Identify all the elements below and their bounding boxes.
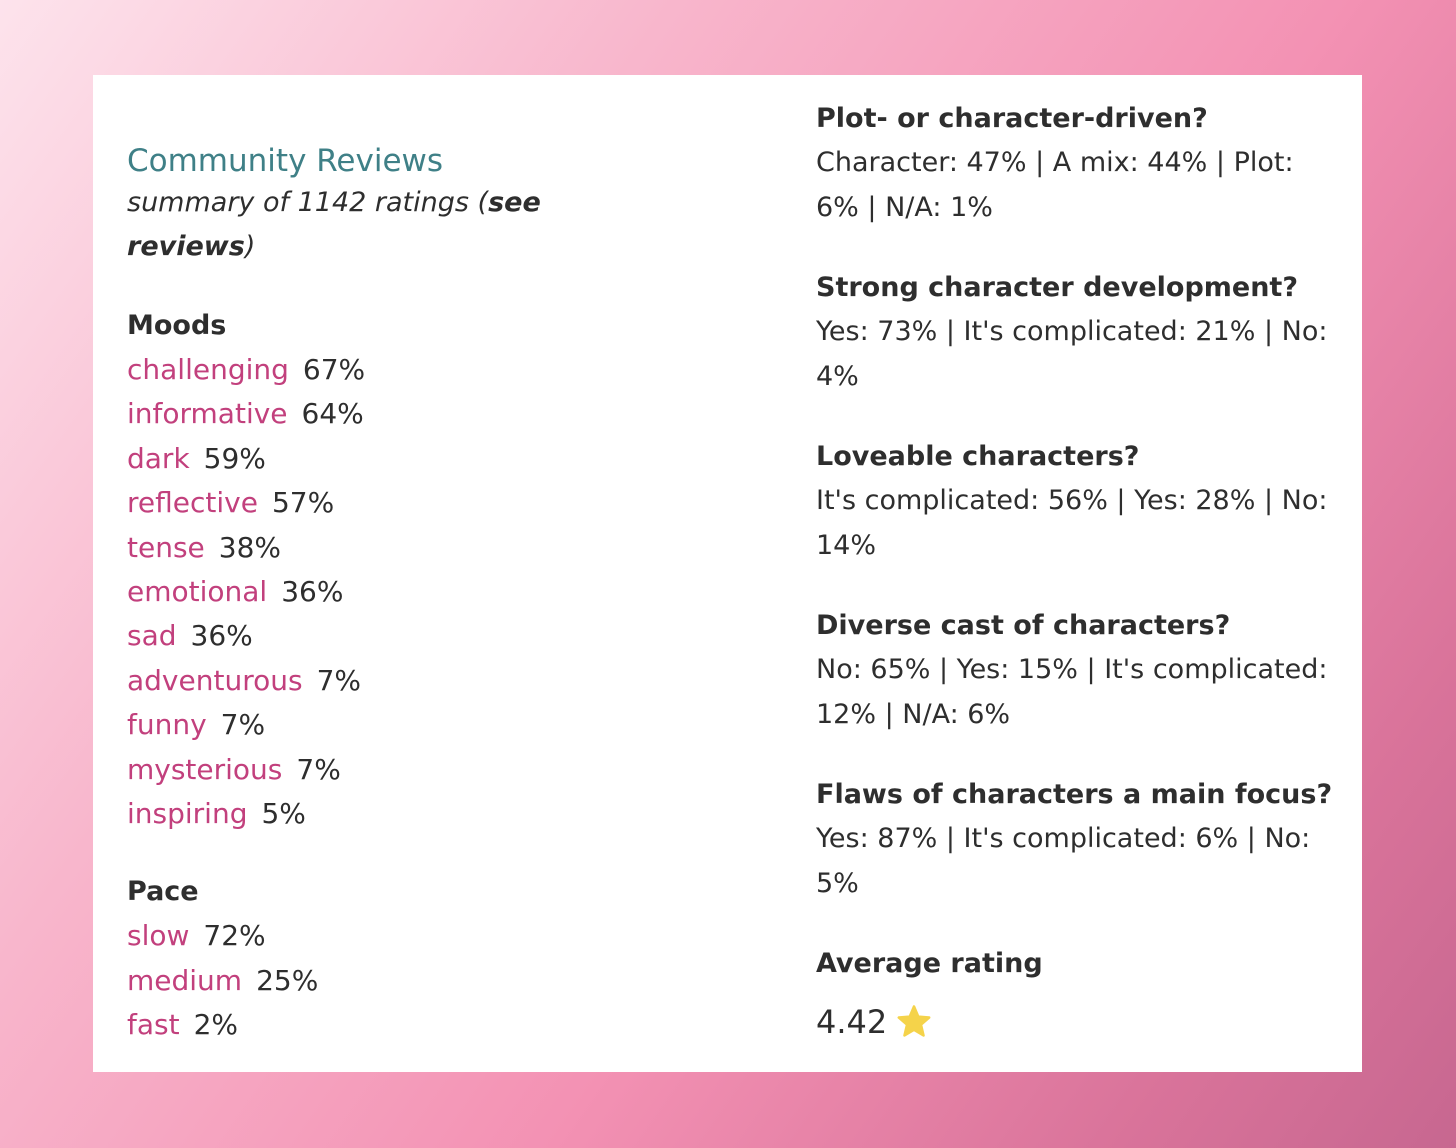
questions-list: Plot- or character-driven? Character: 47%…	[816, 97, 1336, 906]
moods-tag-percentage: 36%	[281, 575, 344, 609]
question-answer: Character: 47% | A mix: 44% | Plot: 6% |…	[816, 147, 1294, 223]
moods-tag-percentage: 57%	[271, 486, 335, 520]
questions-column: Plot- or character-driven? Character: 47%…	[816, 97, 1336, 1080]
moods-tag-percentage: 7%	[296, 752, 341, 786]
question-title: Plot- or character-driven?	[816, 103, 1208, 134]
moods-tag-link[interactable]: adventurous	[127, 663, 303, 697]
summary-prefix: summary of 1142 ratings (	[127, 187, 489, 218]
question-answer: It's complicated: 56% | Yes: 28% | No: 1…	[816, 485, 1328, 561]
moods-tag-percentage: 59%	[203, 441, 266, 475]
see-reviews-link[interactable]: see reviews	[127, 187, 541, 262]
pace-tag-percentage: 72%	[203, 919, 266, 953]
moods-item-sad: sad 36%	[127, 614, 587, 658]
moods-tag-percentage: 64%	[301, 397, 364, 431]
pace-item-fast: fast 2%	[127, 1003, 587, 1047]
question-block: Loveable characters? It's complicated: 56…	[816, 435, 1336, 568]
moods-item-reflective: reflective 57%	[127, 481, 587, 525]
summary-column: Community Reviews summary of 1142 rating…	[127, 141, 587, 1048]
moods-item-emotional: emotional 36%	[127, 570, 587, 614]
moods-tag-link[interactable]: tense	[127, 530, 205, 564]
moods-item-funny: funny 7%	[127, 703, 587, 747]
pace-tag-link[interactable]: slow	[127, 919, 190, 953]
moods-tag-percentage: 67%	[302, 353, 366, 386]
moods-tag-percentage: 36%	[190, 619, 253, 653]
pace-heading: Pace	[127, 876, 199, 908]
pace-tag-percentage: 25%	[256, 963, 319, 997]
pace-item-slow: slow 72%	[127, 914, 587, 958]
question-block: Diverse cast of characters? No: 65% | Yes…	[816, 604, 1336, 737]
question-answer: Yes: 87% | It's complicated: 6% | No: 5%	[816, 823, 1311, 899]
pace-item-medium: medium 25%	[127, 959, 587, 1003]
pace-tag-percentage: 2%	[193, 1008, 239, 1042]
question-answer: No: 65% | Yes: 15% | It's complicated: 1…	[816, 654, 1328, 730]
community-reviews-card: Community Reviews summary of 1142 rating…	[93, 75, 1362, 1072]
average-rating-block: Average rating 4.42	[816, 942, 1336, 1044]
moods-tag-percentage: 38%	[218, 530, 281, 564]
question-title: Flaws of characters a main focus?	[816, 779, 1333, 810]
moods-tag-link[interactable]: inspiring	[127, 797, 248, 831]
question-block: Plot- or character-driven? Character: 47%…	[816, 97, 1336, 230]
average-rating-heading: Average rating	[816, 948, 1043, 979]
moods-tag-link[interactable]: funny	[127, 708, 207, 742]
moods-item-tense: tense 38%	[127, 526, 587, 570]
pace-tag-link[interactable]: medium	[127, 963, 243, 997]
moods-tag-link[interactable]: emotional	[127, 575, 268, 609]
moods-item-adventurous: adventurous 7%	[127, 659, 587, 703]
moods-tag-link[interactable]: informative	[127, 397, 288, 431]
moods-tag-link[interactable]: dark	[127, 441, 190, 475]
community-reviews-title: Community Reviews	[127, 143, 444, 179]
average-rating-value-row: 4.42	[816, 1000, 1336, 1044]
pace-tag-link[interactable]: fast	[127, 1008, 180, 1042]
question-block: Flaws of characters a main focus? Yes: 87…	[816, 773, 1336, 906]
moods-item-mysterious: mysterious 7%	[127, 748, 587, 792]
moods-tag-link[interactable]: mysterious	[127, 752, 283, 786]
summary-suffix: )	[244, 231, 256, 262]
question-answer: Yes: 73% | It's complicated: 21% | No: 4…	[816, 316, 1328, 392]
moods-tag-link[interactable]: challenging	[127, 353, 289, 386]
moods-item-challenging: challenging 67%	[127, 348, 587, 392]
moods-item-inspiring: inspiring 5%	[127, 792, 587, 836]
moods-item-dark: dark 59%	[127, 437, 587, 481]
question-title: Strong character development?	[816, 272, 1299, 303]
average-rating-value: 4.42	[816, 1003, 888, 1041]
moods-tag-percentage: 7%	[316, 663, 361, 697]
question-title: Loveable characters?	[816, 441, 1140, 472]
moods-item-informative: informative 64%	[127, 392, 587, 436]
question-block: Strong character development? Yes: 73% | …	[816, 266, 1336, 399]
question-title: Diverse cast of characters?	[816, 610, 1231, 641]
moods-list: challenging 67% informative 64% dark 59% refle…	[127, 348, 587, 836]
moods-tag-link[interactable]: sad	[127, 619, 177, 653]
moods-tag-percentage: 5%	[261, 797, 306, 831]
pace-list: slow 72% medium 25% fast 2%	[127, 914, 587, 1047]
ratings-summary: summary of 1142 ratings (see reviews)	[127, 181, 557, 269]
star-icon	[897, 1005, 931, 1037]
moods-heading: Moods	[127, 310, 227, 341]
moods-tag-link[interactable]: reflective	[127, 486, 258, 520]
moods-tag-percentage: 7%	[220, 708, 266, 742]
